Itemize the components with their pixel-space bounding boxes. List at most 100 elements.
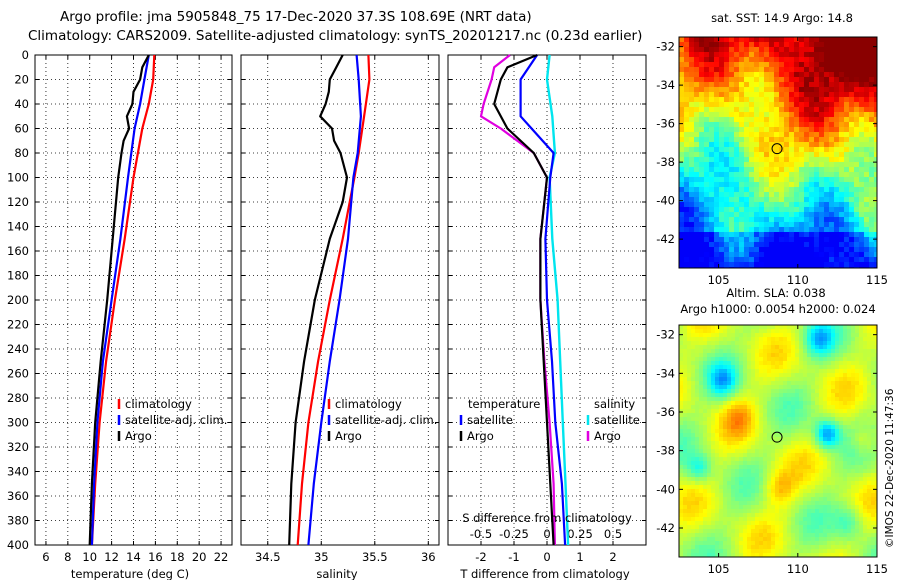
map-cell [854, 107, 860, 113]
map-cell [695, 377, 700, 382]
map-cell [827, 529, 832, 534]
map-cell [774, 217, 780, 223]
map-cell [803, 517, 808, 522]
map-cell [854, 47, 860, 53]
map-cell [783, 445, 788, 450]
map-cell [687, 509, 692, 514]
map-cell [727, 353, 732, 358]
map-cell [849, 157, 855, 163]
map-cell [835, 333, 840, 338]
map-cell [835, 349, 840, 354]
map-cell [739, 537, 744, 542]
map-cell [727, 413, 732, 418]
map-cell [694, 212, 700, 218]
map-cell [827, 425, 832, 430]
map-cell [859, 333, 864, 338]
map-cell [835, 461, 840, 466]
map-cell [723, 521, 728, 526]
map-cell [739, 397, 744, 402]
map-cell [847, 377, 852, 382]
map-cell [847, 373, 852, 378]
map-cell [807, 537, 812, 542]
map-cell [815, 409, 820, 414]
map-cell [759, 337, 764, 342]
map-cell [763, 445, 768, 450]
map-cell [694, 107, 700, 113]
map-cell [799, 92, 805, 98]
map-cell [843, 397, 848, 402]
map-cell [691, 469, 696, 474]
map-cell [703, 345, 708, 350]
map-cell [719, 441, 724, 446]
map-cell [831, 541, 836, 546]
map-cell [874, 187, 878, 193]
map-cell [727, 421, 732, 426]
map-cell [764, 97, 770, 103]
map-cell [734, 127, 740, 133]
map-cell [739, 207, 745, 213]
map-cell [839, 465, 844, 470]
map-cell [715, 393, 720, 398]
map-cell [844, 257, 850, 263]
map-cell [731, 325, 736, 330]
map-cell [771, 393, 776, 398]
map-cell [703, 489, 708, 494]
map-cell [799, 157, 805, 163]
map-cell [743, 481, 748, 486]
map-cell [687, 373, 692, 378]
map-cell [695, 481, 700, 486]
map-cell [783, 517, 788, 522]
map-cell [795, 537, 800, 542]
map-cell [739, 445, 744, 450]
map-cell [684, 117, 690, 123]
map-cell [835, 497, 840, 502]
map-cell [719, 152, 725, 158]
map-cell [759, 72, 765, 78]
map-cell [799, 333, 804, 338]
map-cell [754, 92, 760, 98]
map-cell [724, 182, 730, 188]
map-cell [774, 177, 780, 183]
map-cell [869, 167, 875, 173]
map-cell [819, 107, 825, 113]
map-cell [774, 57, 780, 63]
map-cell [767, 477, 772, 482]
map-cell [703, 485, 708, 490]
map-cell [727, 345, 732, 350]
map-cell [823, 361, 828, 366]
map-cell [874, 77, 878, 83]
map-cell [847, 461, 852, 466]
climatology-line [296, 54, 371, 546]
map-cell [679, 429, 684, 434]
map-cell [723, 477, 728, 482]
map-cell [851, 333, 856, 338]
map-cell [844, 72, 850, 78]
map-cell [855, 329, 860, 334]
map-cell [747, 489, 752, 494]
map-cell [719, 381, 724, 386]
map-cell [703, 537, 708, 542]
map-cell [799, 533, 804, 538]
map-cell [799, 62, 805, 68]
map-cell [764, 102, 770, 108]
map-cell [869, 77, 875, 83]
map-cell [854, 202, 860, 208]
map-cell [863, 465, 868, 470]
map-cell [863, 353, 868, 358]
map-cell [763, 509, 768, 514]
map-cell [803, 353, 808, 358]
legend-sal-satellite: satellite [594, 413, 640, 427]
map-cell [734, 92, 740, 98]
map-cell [719, 167, 725, 173]
map-cell [719, 187, 725, 193]
map-cell [691, 425, 696, 430]
map-cell [815, 465, 820, 470]
map-cell [849, 117, 855, 123]
map-cell [719, 232, 725, 238]
map-cell [864, 212, 870, 218]
map-cell [699, 401, 704, 406]
map-cell [699, 357, 704, 362]
map-cell [703, 453, 708, 458]
legend-temperature-title: temperature [468, 397, 540, 411]
map-cell [849, 112, 855, 118]
